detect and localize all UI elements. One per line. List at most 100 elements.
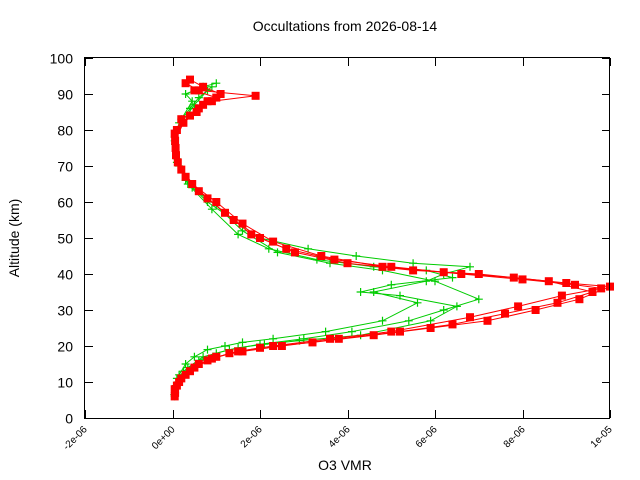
y-tick-label: 80 (57, 123, 73, 139)
data-point (173, 158, 182, 167)
data-point (203, 97, 212, 106)
data-point (439, 306, 448, 314)
data-point (378, 316, 387, 325)
data-point (326, 334, 334, 343)
data-point (273, 248, 282, 257)
data-point (216, 90, 225, 98)
series-line (174, 79, 611, 393)
data-point (483, 316, 492, 325)
data-point (207, 354, 216, 363)
data-point (409, 259, 418, 268)
data-point (190, 363, 199, 372)
data-point (291, 248, 299, 257)
data-point (396, 291, 404, 300)
x-tick-label: 4e-06 (327, 424, 353, 450)
data-point (413, 298, 422, 307)
data-point (356, 288, 365, 296)
data-point (212, 198, 221, 206)
series-layer (170, 75, 614, 401)
data-point (234, 347, 243, 356)
data-point (409, 266, 418, 275)
y-tick-label: 70 (57, 159, 73, 175)
data-point (269, 342, 278, 350)
data-point (474, 270, 483, 278)
data-point (448, 320, 457, 329)
y-tick-label: 90 (57, 87, 73, 103)
data-point (562, 279, 571, 287)
data-point (308, 338, 317, 347)
data-point (203, 345, 212, 354)
x-axis-label: O3 VMR (318, 457, 372, 473)
series-1 (170, 75, 614, 401)
x-tick-label: 0e+00 (150, 424, 178, 452)
y-tick-label: 10 (57, 375, 73, 391)
data-point (238, 219, 247, 228)
data-point (199, 82, 208, 91)
data-point (321, 327, 330, 336)
data-point (474, 295, 483, 304)
y-tick-label: 0 (65, 411, 73, 427)
x-tick-label: -2e-06 (61, 424, 90, 453)
y-tick-label: 100 (50, 51, 74, 67)
data-point (170, 385, 179, 394)
data-point (212, 352, 221, 361)
y-tick-label: 50 (57, 231, 73, 247)
data-point (304, 244, 313, 253)
data-point (194, 360, 203, 368)
data-point (387, 262, 396, 271)
plot-frame (84, 57, 610, 419)
data-point (457, 270, 466, 278)
data-point (172, 151, 180, 160)
data-point (514, 302, 523, 311)
data-point (212, 79, 221, 88)
data-point (466, 313, 474, 322)
data-point (571, 280, 579, 289)
data-point (181, 79, 190, 88)
y-axis-label: Altitude (km) (6, 199, 22, 278)
data-point (238, 226, 247, 235)
x-tick-label: 2e-06 (239, 424, 265, 450)
chart-title: Occultations from 2026-08-14 (253, 18, 438, 34)
data-point (426, 324, 435, 332)
data-point (501, 309, 509, 318)
y-tick-label: 60 (57, 195, 73, 211)
data-point (194, 86, 203, 95)
data-point (269, 334, 278, 343)
x-tick-label: 1e-05 (589, 424, 615, 450)
series-line (174, 89, 602, 390)
data-point (387, 280, 396, 289)
data-point (299, 334, 308, 343)
data-point (334, 334, 343, 343)
y-tick-label: 30 (57, 303, 73, 319)
data-point (238, 347, 247, 356)
data-point (225, 349, 234, 358)
data-point (387, 327, 396, 336)
data-point (177, 374, 186, 383)
data-point (282, 244, 291, 253)
data-point (330, 255, 339, 264)
series-line (174, 82, 471, 397)
data-point (378, 262, 387, 271)
data-point (352, 252, 361, 260)
data-point (192, 108, 201, 116)
series-0 (170, 79, 483, 401)
data-point (181, 172, 190, 181)
data-point (221, 342, 229, 350)
data-point (212, 93, 221, 102)
data-point (347, 327, 356, 336)
data-point (190, 352, 199, 361)
x-axis: -2e-06 0e+00 2e-06 4e-06 6e-06 8e-06 1e-05 (61, 58, 615, 453)
data-point (199, 100, 208, 109)
data-point (557, 291, 566, 300)
y-axis: 0 10 20 30 40 50 60 70 80 90 100 (50, 51, 610, 427)
data-point (518, 275, 527, 284)
data-point (369, 331, 378, 340)
data-point (171, 144, 180, 152)
data-point (188, 180, 197, 188)
data-point (588, 288, 597, 296)
data-point (234, 230, 243, 239)
data-point (238, 338, 247, 347)
data-point (466, 262, 474, 271)
data-point (190, 86, 199, 95)
